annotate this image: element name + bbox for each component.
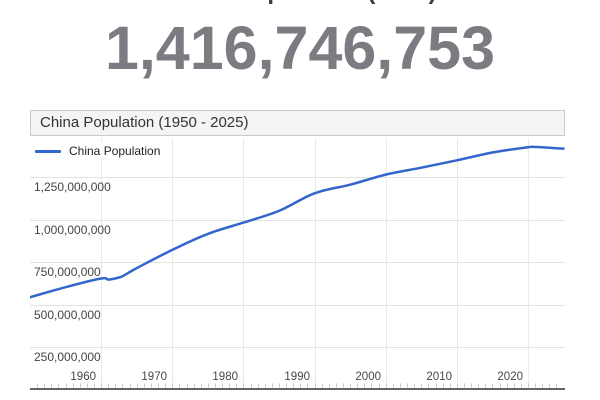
x-axis-label: 1960 — [70, 371, 96, 383]
y-axis-label: 750,000,000 — [34, 265, 101, 279]
population-chart-card: China Population (1950 - 2025) China Pop… — [30, 110, 565, 391]
x-axis-label: 2000 — [355, 371, 381, 383]
y-axis-label: 1,250,000,000 — [34, 180, 111, 194]
x-axis-label: 2010 — [426, 371, 452, 383]
legend-line-swatch — [35, 149, 61, 153]
chart-canvas — [30, 138, 565, 390]
x-axis-label: 1990 — [284, 371, 310, 383]
legend-label: China Population — [69, 144, 161, 158]
x-axis-label: 1980 — [212, 371, 238, 383]
live-population-counter: 1,416,746,753 — [104, 14, 496, 82]
x-axis-label: 1970 — [141, 371, 167, 383]
chart-plot-area[interactable]: China Population 250,000,000 500,000,000 7… — [30, 138, 565, 391]
page-title-clipped: China Population (LIVE) — [0, 0, 600, 4]
y-axis-label: 250,000,000 — [34, 350, 101, 364]
population-series-line — [30, 145, 565, 299]
x-axis-label: 2020 — [497, 371, 523, 383]
y-axis-label: 1,000,000,000 — [34, 223, 111, 237]
chart-legend: China Population — [34, 143, 169, 159]
chart-title: China Population (1950 - 2025) — [30, 110, 565, 136]
y-axis-label: 500,000,000 — [34, 308, 101, 322]
